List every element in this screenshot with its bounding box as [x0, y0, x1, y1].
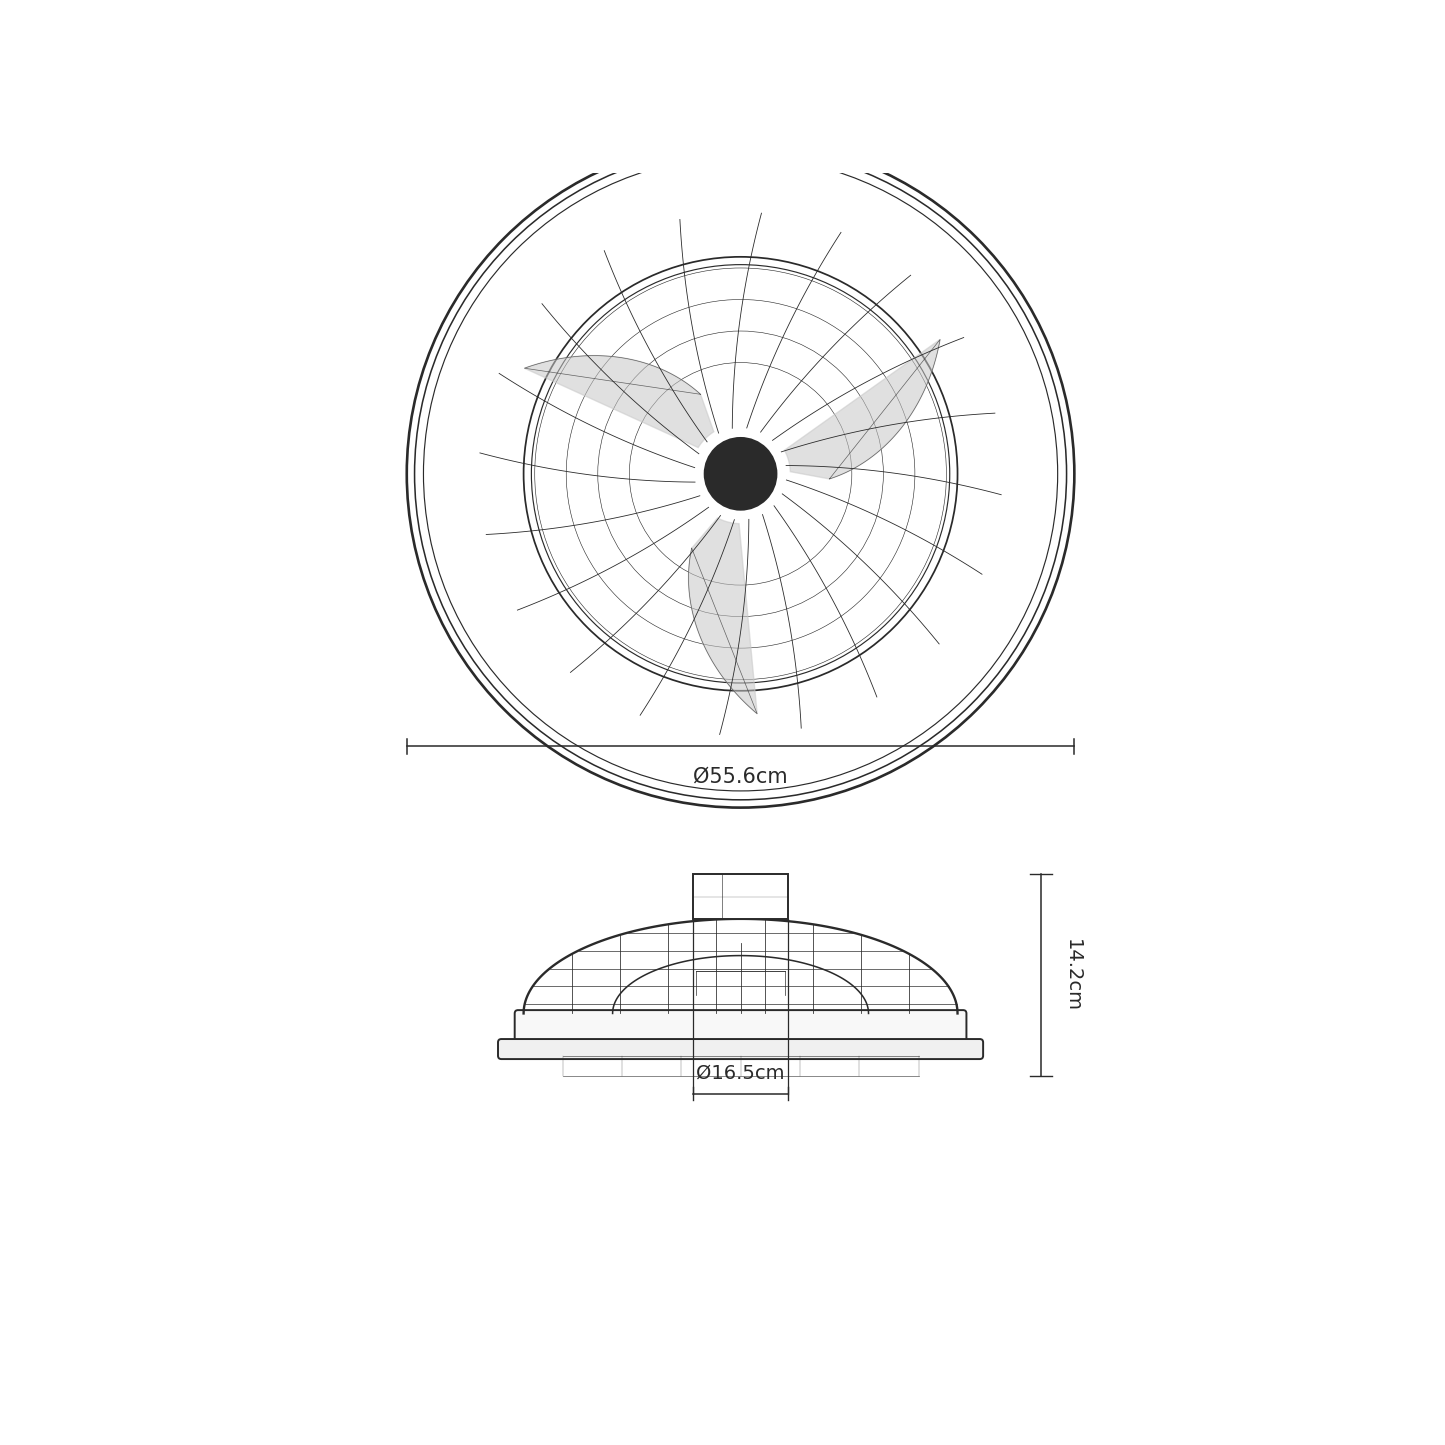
Text: Ø16.5cm: Ø16.5cm	[696, 1064, 785, 1082]
Text: Ø55.6cm: Ø55.6cm	[694, 766, 788, 786]
Circle shape	[705, 438, 776, 510]
Polygon shape	[785, 340, 941, 478]
FancyBboxPatch shape	[514, 1010, 967, 1046]
Polygon shape	[525, 355, 714, 448]
Text: 14.2cm: 14.2cm	[1064, 939, 1082, 1011]
Circle shape	[721, 454, 760, 493]
Bar	[694, 874, 788, 919]
Polygon shape	[688, 517, 757, 714]
FancyBboxPatch shape	[499, 1039, 983, 1059]
